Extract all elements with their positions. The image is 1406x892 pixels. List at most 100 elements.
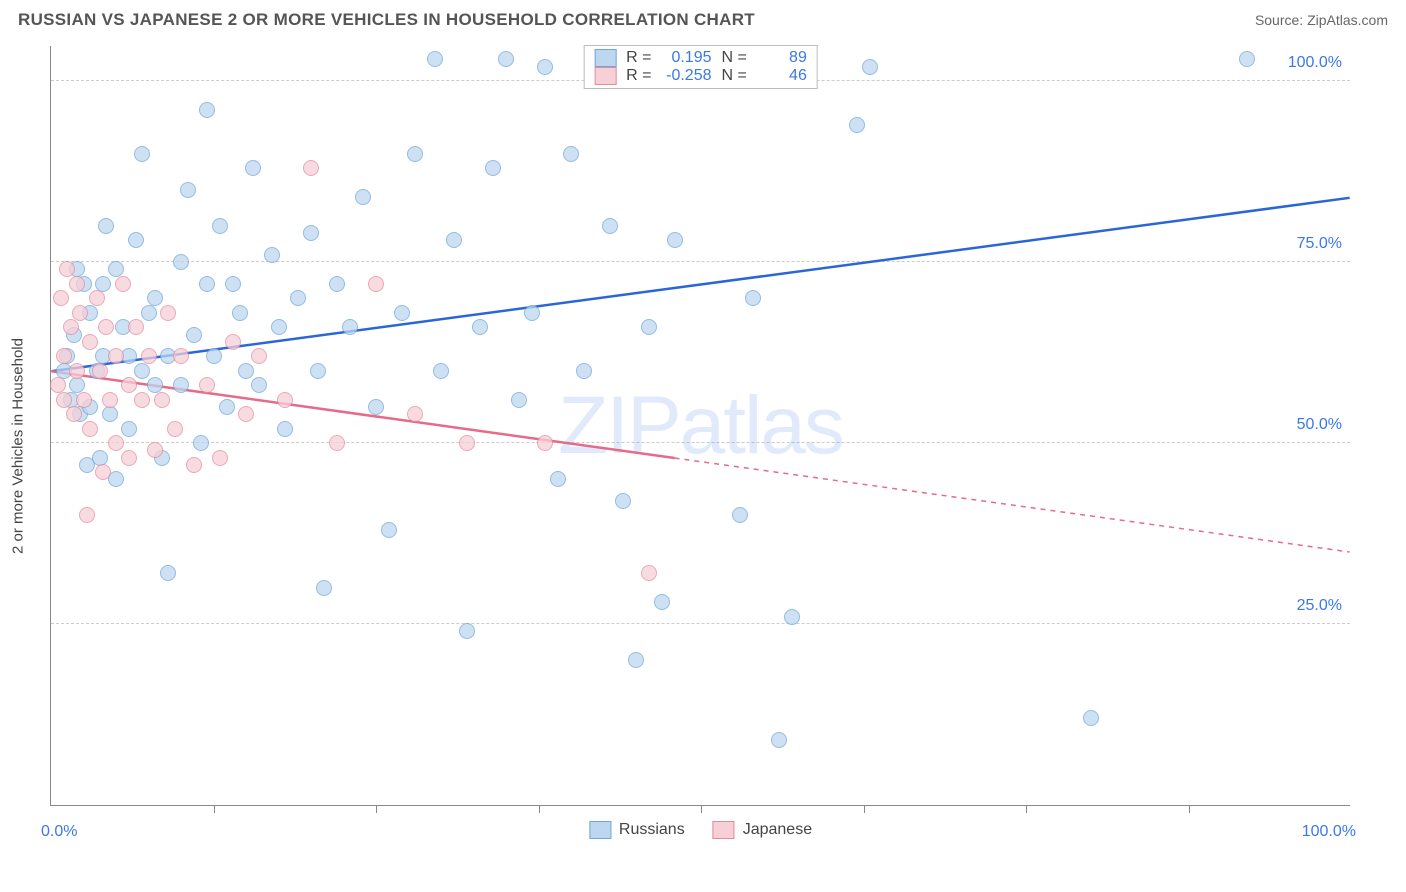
data-point-russian (310, 363, 326, 379)
data-point-russian (459, 623, 475, 639)
data-point-russian (92, 450, 108, 466)
data-point-russian (121, 421, 137, 437)
data-point-russian (641, 319, 657, 335)
data-point-russian (277, 421, 293, 437)
data-point-russian (134, 146, 150, 162)
y-tick-label: 50.0% (1297, 416, 1342, 434)
legend-swatch-japanese (594, 67, 616, 85)
x-tick (539, 805, 540, 813)
data-point-russian (427, 51, 443, 67)
data-point-japanese (56, 348, 72, 364)
data-point-japanese (108, 435, 124, 451)
data-point-japanese (459, 435, 475, 451)
legend-swatch-russians (594, 49, 616, 67)
gridline (51, 623, 1350, 624)
data-point-russian (251, 377, 267, 393)
data-point-japanese (98, 319, 114, 335)
data-point-japanese (368, 276, 384, 292)
data-point-japanese (225, 334, 241, 350)
data-point-russian (219, 399, 235, 415)
chart-plot-area: 25.0% 50.0% 75.0% 100.0% ZIPatlas R = 0.195… (50, 46, 1350, 806)
data-point-japanese (56, 392, 72, 408)
data-point-russian (433, 363, 449, 379)
series-legend: Russians Japanese (589, 821, 812, 839)
data-point-russian (615, 493, 631, 509)
legend-swatch-russians-bottom (589, 821, 611, 839)
data-point-russian (225, 276, 241, 292)
data-point-russian (394, 305, 410, 321)
data-point-japanese (66, 406, 82, 422)
data-point-russian (381, 522, 397, 538)
data-point-japanese (82, 421, 98, 437)
data-point-japanese (173, 348, 189, 364)
data-point-japanese (92, 363, 108, 379)
data-point-japanese (63, 319, 79, 335)
data-point-russian (524, 305, 540, 321)
regression-lines (51, 46, 1350, 805)
data-point-russian (862, 59, 878, 75)
data-point-russian (1239, 51, 1255, 67)
legend-label-japanese: Japanese (743, 821, 812, 839)
data-point-japanese (82, 334, 98, 350)
data-point-russian (98, 218, 114, 234)
data-point-japanese (147, 442, 163, 458)
data-point-japanese (72, 305, 88, 321)
data-point-russian (303, 225, 319, 241)
data-point-russian (576, 363, 592, 379)
data-point-japanese (641, 565, 657, 581)
data-point-japanese (128, 319, 144, 335)
data-point-russian (199, 276, 215, 292)
data-point-japanese (199, 377, 215, 393)
data-point-russian (550, 471, 566, 487)
data-point-japanese (69, 276, 85, 292)
data-point-russian (238, 363, 254, 379)
data-point-japanese (277, 392, 293, 408)
data-point-japanese (251, 348, 267, 364)
legend-label-russians: Russians (619, 821, 685, 839)
data-point-japanese (537, 435, 553, 451)
y-tick-label: 75.0% (1297, 235, 1342, 253)
data-point-russian (141, 305, 157, 321)
data-point-russian (446, 232, 462, 248)
correlation-legend: R = 0.195 N = 89 R = -0.258 N = 46 (583, 45, 818, 89)
data-point-russian (784, 609, 800, 625)
data-point-russian (498, 51, 514, 67)
data-point-japanese (212, 450, 228, 466)
data-point-russian (212, 218, 228, 234)
data-point-japanese (95, 464, 111, 480)
data-point-japanese (329, 435, 345, 451)
data-point-japanese (407, 406, 423, 422)
data-point-japanese (160, 305, 176, 321)
data-point-russian (849, 117, 865, 133)
data-point-russian (1083, 710, 1099, 726)
data-point-russian (180, 182, 196, 198)
watermark: ZIPatlas (558, 379, 843, 473)
data-point-russian (342, 319, 358, 335)
data-point-japanese (303, 160, 319, 176)
data-point-russian (407, 146, 423, 162)
data-point-russian (355, 189, 371, 205)
data-point-russian (206, 348, 222, 364)
data-point-japanese (154, 392, 170, 408)
data-point-russian (102, 406, 118, 422)
data-point-russian (537, 59, 553, 75)
y-tick-label: 100.0% (1288, 54, 1342, 72)
data-point-russian (472, 319, 488, 335)
data-point-russian (147, 290, 163, 306)
data-point-japanese (53, 290, 69, 306)
gridline (51, 261, 1350, 262)
data-point-russian (628, 652, 644, 668)
data-point-japanese (89, 290, 105, 306)
x-tick (864, 805, 865, 813)
data-point-japanese (115, 276, 131, 292)
chart-title: RUSSIAN VS JAPANESE 2 OR MORE VEHICLES I… (18, 10, 755, 30)
x-axis-max: 100.0% (1302, 823, 1356, 841)
data-point-russian (290, 290, 306, 306)
data-point-russian (329, 276, 345, 292)
y-tick-label: 25.0% (1297, 597, 1342, 615)
x-tick (1189, 805, 1190, 813)
data-point-russian (128, 232, 144, 248)
x-tick (1026, 805, 1027, 813)
x-axis-min: 0.0% (41, 823, 77, 841)
y-axis-label: 2 or more Vehicles in Household (10, 338, 27, 554)
